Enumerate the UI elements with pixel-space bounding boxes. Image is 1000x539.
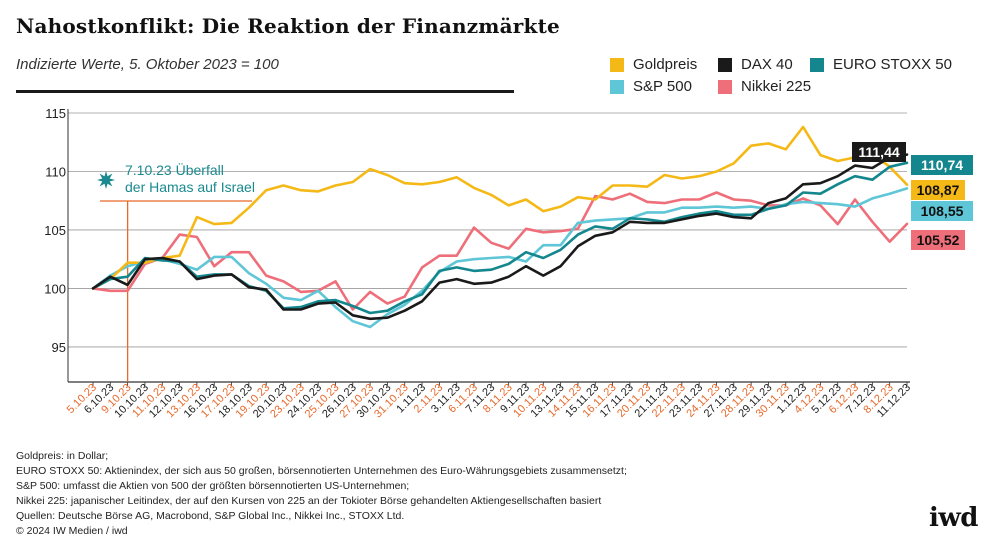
legend-item-sp500: S&P 500 bbox=[610, 78, 692, 95]
y-tick-label: 95 bbox=[52, 340, 66, 355]
legend-swatch bbox=[718, 57, 732, 72]
title-rule bbox=[16, 90, 514, 93]
legend-label: S&P 500 bbox=[633, 78, 692, 95]
footnote-line: EURO STOXX 50: Aktienindex, der sich aus… bbox=[16, 465, 627, 477]
y-tick-label: 110 bbox=[45, 164, 66, 179]
legend-swatch bbox=[810, 57, 824, 72]
y-tick-label: 100 bbox=[44, 281, 66, 296]
legend-swatch bbox=[718, 79, 732, 94]
footnote-line: S&P 500: umfasst die Aktien von 500 der … bbox=[16, 480, 410, 492]
footnote-line: Quellen: Deutsche Börse AG, Macrobond, S… bbox=[16, 510, 405, 522]
legend-item-goldpreis: Goldpreis bbox=[610, 56, 697, 73]
footnote-line: © 2024 IW Medien / iwd bbox=[16, 525, 128, 537]
series-line-s-p-500 bbox=[91, 187, 909, 329]
iwd-logo: iwd bbox=[929, 503, 978, 533]
legend-item-dax: DAX 40 bbox=[718, 56, 793, 73]
end-value-label-nikkei-225: 105,52 bbox=[917, 232, 960, 248]
series-line-dax-40 bbox=[91, 153, 909, 321]
legend-label: Nikkei 225 bbox=[741, 78, 812, 95]
footnote-line: Goldpreis: in Dollar; bbox=[16, 450, 109, 462]
end-value-label-goldpreis: 108,87 bbox=[917, 182, 960, 198]
legend-label: DAX 40 bbox=[741, 56, 793, 73]
legend-item-eurostoxx: EURO STOXX 50 bbox=[810, 56, 952, 73]
footnote-line: Nikkei 225: japanischer Leitindex, der a… bbox=[16, 495, 602, 507]
end-label-box-goldpreis bbox=[911, 180, 965, 200]
explosion-icon bbox=[97, 171, 115, 189]
line-chart: 951001051101155.10.236.10.239.10.2310.10… bbox=[44, 106, 973, 420]
footnotes: Goldpreis: in Dollar; EURO STOXX 50: Akt… bbox=[16, 449, 627, 539]
chart-subtitle: Indizierte Werte, 5. Oktober 2023 = 100 bbox=[16, 56, 279, 73]
event-annotation-text: 7.10.23 Überfall bbox=[125, 161, 224, 178]
y-tick-label: 105 bbox=[44, 223, 66, 238]
end-label-box-dax-40 bbox=[852, 142, 906, 162]
y-tick-label: 115 bbox=[45, 106, 66, 121]
end-value-label-s-p-500: 108,55 bbox=[921, 203, 964, 219]
legend-label: Goldpreis bbox=[633, 56, 698, 73]
end-label-box-s-p-500 bbox=[911, 201, 973, 221]
legend-label: EURO STOXX 50 bbox=[833, 56, 952, 73]
page-title: Nahostkonflikt: Die Reaktion der Finanzm… bbox=[16, 14, 560, 38]
end-label-box-euro-stoxx-50 bbox=[911, 155, 973, 175]
legend-swatch bbox=[610, 57, 624, 72]
series-line-goldpreis bbox=[91, 125, 909, 290]
end-label-box-nikkei-225 bbox=[911, 230, 965, 250]
end-value-label-euro-stoxx-50: 110,74 bbox=[921, 157, 963, 173]
end-value-label-dax-40: 111,44 bbox=[858, 144, 899, 160]
event-annotation-text: der Hamas auf Israel bbox=[125, 179, 255, 195]
series-line-nikkei-225 bbox=[91, 191, 909, 311]
legend-swatch bbox=[610, 79, 624, 94]
legend-item-nikkei: Nikkei 225 bbox=[718, 78, 811, 95]
